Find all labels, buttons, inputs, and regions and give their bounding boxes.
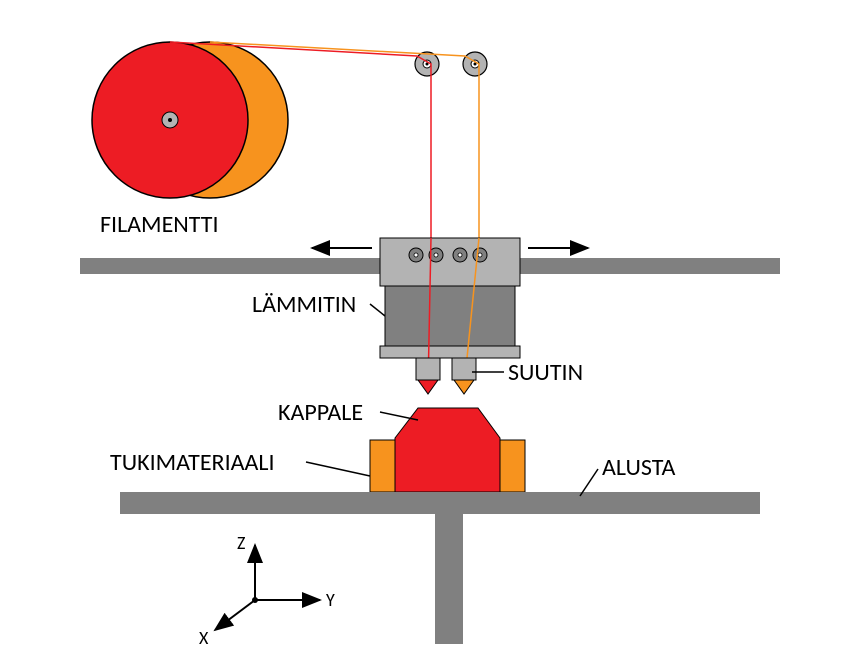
nozzle-body-left: [416, 358, 440, 380]
label-platform: ALUSTA: [602, 453, 676, 482]
label-filament: FILAMENTTI: [100, 210, 219, 239]
build-platform: [120, 492, 760, 514]
fdm-printer-diagram: Z Y X FILAMENTTI LÄMMITIN SUUTIN KAPPALETUKIMA…: [0, 0, 846, 663]
axis-label-x: X: [199, 627, 209, 649]
nozzle-tip-right: [454, 380, 474, 394]
axis-label-z: Z: [237, 532, 245, 554]
leader-support: [306, 462, 370, 476]
heater-cap: [380, 346, 520, 358]
leader-platform: [580, 469, 598, 496]
spool-hub-dot: [168, 118, 172, 122]
nozzle-tip-left: [418, 380, 438, 394]
axis-x: [215, 600, 255, 630]
platform-post: [435, 514, 463, 644]
label-part: KAPPALE: [278, 398, 363, 427]
extruder-carriage: [380, 238, 520, 286]
label-heater: LÄMMITIN: [252, 290, 356, 319]
axis-label-y: Y: [326, 589, 335, 611]
printed-part: [395, 408, 500, 492]
support-left: [370, 440, 395, 492]
label-nozzle: SUUTIN: [508, 358, 583, 387]
label-support: TUKIMATERIAALI: [110, 448, 275, 477]
heater-block: [385, 286, 515, 346]
leader-heater: [370, 304, 385, 316]
support-right: [500, 440, 525, 492]
nozzle-body-right: [452, 358, 476, 380]
